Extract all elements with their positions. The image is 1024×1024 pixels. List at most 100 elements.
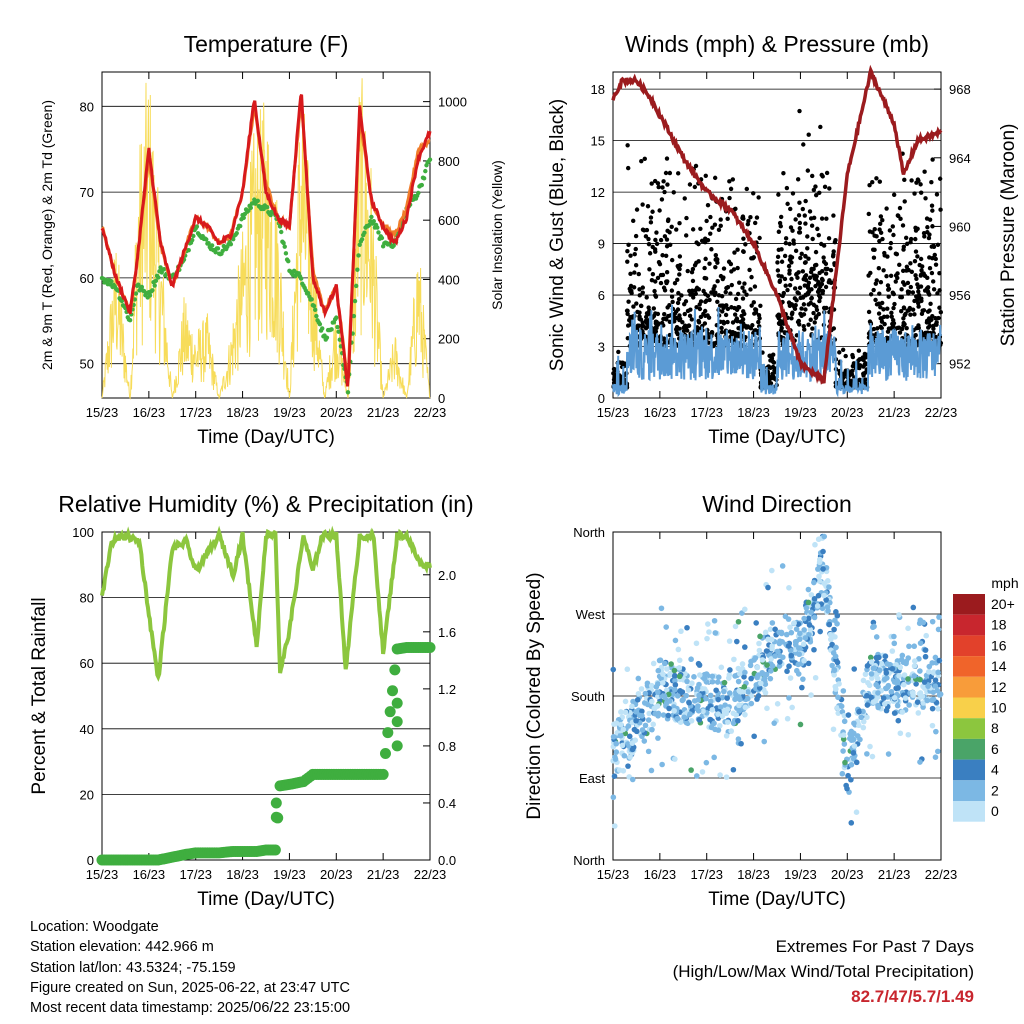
gust-point [876,311,882,316]
gust-point [913,332,918,338]
gust-point [692,184,698,190]
direction-point [613,740,620,747]
gust-point [919,311,925,317]
direction-point [851,720,857,727]
gust-point [930,313,935,319]
gust-point [727,179,732,184]
dewpoint-point [156,275,161,280]
gust-point [690,288,695,293]
dewpoint-point [354,283,359,289]
gust-point [884,273,889,279]
gust-point [802,327,807,332]
direction-point [658,605,665,612]
precip-point [270,797,282,809]
gust-point [778,318,783,324]
gust-point [662,189,667,195]
dewpoint-point [314,313,319,319]
gust-point [908,261,913,266]
gust-point [897,330,903,335]
direction-point [805,586,812,593]
direction-point [742,711,748,718]
gust-point [796,230,802,235]
gust-point [646,241,652,247]
gust-point [677,254,683,259]
gust-point [641,228,647,233]
direction-point [805,599,812,606]
dewpoint-point [264,205,270,210]
direction-point [618,721,624,728]
direction-point [891,633,897,640]
direction-point [920,704,926,710]
x-tick-label: 22/23 [414,405,447,420]
gust-point [808,317,813,322]
gust-point [891,232,896,238]
gust-point [900,223,906,228]
gust-point [807,275,813,280]
x-tick-label: 16/23 [133,867,166,882]
gust-point [888,273,894,278]
gust-point [813,249,819,255]
dewpoint-point [136,282,141,287]
direction-point [642,722,649,729]
gust-point [912,312,917,317]
legend-swatch [953,594,985,615]
direction-point [873,681,879,688]
gust-point [718,223,723,228]
gust-point [694,260,699,266]
direction-point [853,809,860,816]
direction-point [707,692,714,699]
direction-point [659,761,665,768]
gust-point [806,322,811,327]
direction-point [618,732,624,739]
gust-point [899,326,905,332]
direction-point [936,692,943,698]
gust-point [768,358,773,363]
data-timestamp: Most recent data timestamp: 2025/06/22 2… [30,1000,351,1017]
x-tick-label: 22/23 [925,405,958,420]
gust-point [933,262,939,267]
y2-tick-label: 960 [949,219,971,234]
direction-point [820,566,826,572]
direction-point [833,644,839,651]
direction-point [751,733,757,740]
direction-point [895,717,902,724]
direction-point [666,698,673,704]
gust-point [648,215,654,220]
gust-point [657,208,662,213]
dewpoint-point [147,293,153,298]
gust-point [908,284,914,290]
direction-point [868,675,875,681]
x-tick-label: 18/23 [737,405,770,420]
direction-point [848,761,855,768]
gust-point [694,285,700,291]
gust-point [931,326,936,331]
gust-point [811,187,817,193]
gust-point [742,289,747,294]
direction-point [672,756,678,762]
direction-point [826,584,832,590]
gust-point [655,181,661,186]
direction-point [793,626,800,632]
x-tick-label: 21/23 [878,867,911,882]
gust-point [694,305,699,310]
direction-point [769,567,775,574]
direction-point [827,631,834,638]
direction-point [661,660,668,667]
direction-point [728,728,735,734]
direction-point [655,689,661,696]
direction-point [868,671,875,677]
dewpoint-point [311,303,317,309]
direction-point [715,711,721,717]
direction-point [716,722,723,729]
gust-point [937,288,942,293]
direction-point [789,704,795,711]
direction-point [914,699,921,705]
direction-point [648,682,655,689]
direction-point [711,754,717,761]
y-tick-label: 18 [591,82,605,97]
gust-point [653,294,659,299]
dewpoint-point [375,225,380,230]
gust-point [913,228,919,233]
gust-point [640,320,645,325]
direction-point [811,595,818,602]
